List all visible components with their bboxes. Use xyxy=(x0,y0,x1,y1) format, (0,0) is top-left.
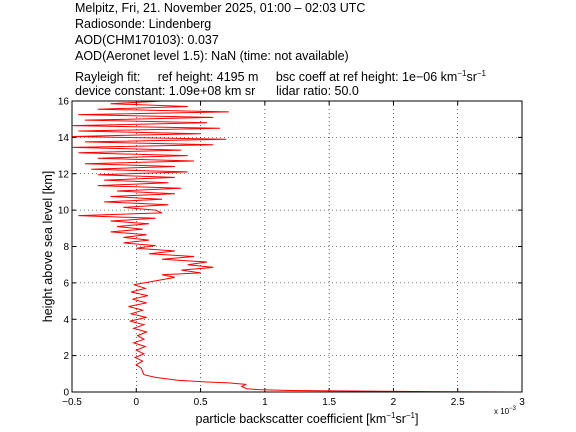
y-tick-label: 4 xyxy=(63,315,69,326)
grid-lines xyxy=(72,101,522,392)
y-tick-labels: 0 2 4 6 8 10 12 14 16 xyxy=(58,97,70,399)
y-tick-label: 16 xyxy=(58,97,70,108)
y-tick-label: 8 xyxy=(63,242,69,253)
lidar-ratio-text: lidar ratio: 50.0 xyxy=(276,84,359,98)
x-tick-label: 3 xyxy=(519,397,525,408)
x-tick-label: 0.5 xyxy=(194,397,208,408)
x-tick-label: −0.5 xyxy=(62,397,82,408)
x-tick-label: 1 xyxy=(262,397,268,408)
x-axis-exponent: x 10−3 xyxy=(494,406,517,416)
title-line-radiosonde: Radiosonde: Lindenberg xyxy=(75,17,212,31)
title-line-location-time: Melpitz, Fri, 21. November 2025, 01:00 –… xyxy=(75,1,366,15)
y-tick-label: 6 xyxy=(63,278,69,289)
x-axis-label: particle backscatter coefficient [km−1sr… xyxy=(196,411,419,426)
rayleigh-fit-label: Rayleigh fit: xyxy=(75,70,141,85)
backscatter-series-line xyxy=(71,100,523,393)
bsc-coeff-text: bsc coeff at ref height: 1e−06 km−1sr−1 xyxy=(275,69,486,85)
x-tick-label: 2 xyxy=(391,397,397,408)
ref-height-text: ref height: 4195 m xyxy=(157,70,259,85)
y-tick-label: 14 xyxy=(58,133,70,144)
x-tick-labels: −0.5 0 0.5 1 1.5 2 2.5 3 xyxy=(62,397,525,408)
y-tick-label: 0 xyxy=(63,388,69,399)
x-tick-label: 1.5 xyxy=(322,397,336,408)
title-line-aod-chm: AOD(CHM170103): 0.037 xyxy=(75,33,219,47)
y-tick-label: 2 xyxy=(63,351,69,362)
y-tick-label: 12 xyxy=(58,169,70,180)
x-tick-label: 0 xyxy=(134,397,140,408)
plot-frame xyxy=(71,100,523,393)
x-tick-label: 2.5 xyxy=(451,397,465,408)
title-line-rayleigh-fit: Rayleigh fit: ref height: 4195 m bsc coe… xyxy=(75,66,486,85)
y-axis-label: height above sea level [km] xyxy=(41,171,55,322)
device-constant-text: device constant: 1.09e+08 km sr xyxy=(75,84,256,98)
title-line-device: device constant: 1.09e+08 km sr lidar ra… xyxy=(75,83,359,99)
y-tick-label: 10 xyxy=(58,206,70,217)
title-line-aod-aeronet: AOD(Aeronet level 1.5): NaN (time: not a… xyxy=(75,49,349,63)
